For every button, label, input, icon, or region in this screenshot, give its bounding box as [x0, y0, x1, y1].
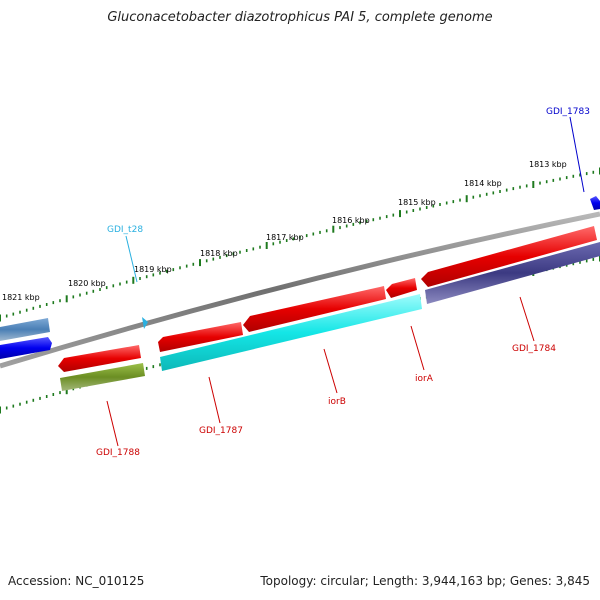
- genome-title: Gluconacetobacter diazotrophicus PAI 5, …: [107, 10, 493, 25]
- leader-gdi-1783: [569, 116, 585, 193]
- scale-label-1814: 1814 kbp: [464, 179, 502, 188]
- leader-iorb: [323, 348, 338, 394]
- scale-label-1819: 1819 kbp: [134, 265, 172, 274]
- label-gdi-1783[interactable]: GDI_1783: [546, 107, 590, 117]
- label-iora[interactable]: iorA: [415, 374, 434, 384]
- outer-strand-genes: [0, 196, 600, 359]
- feature-cyan-bar[interactable]: [160, 294, 422, 371]
- scale-label-1820: 1820 kbp: [68, 279, 106, 288]
- gene-blue-arrow[interactable]: [0, 337, 52, 359]
- gene-gdi-1788-arrow[interactable]: [58, 345, 141, 372]
- gene-gdi-1783-arrow[interactable]: [590, 196, 600, 210]
- label-leaders: [106, 116, 585, 447]
- feature-olive-bar[interactable]: [60, 363, 145, 391]
- label-iorb[interactable]: iorB: [328, 397, 346, 407]
- gene-labels: GDI_1783 GDI_t28 GDI_1784 iorA iorB GDI_…: [96, 107, 590, 458]
- leader-gdi-t28: [125, 235, 138, 283]
- inner-strand-red-genes: [58, 226, 597, 372]
- gene-iorb-arrow[interactable]: [243, 286, 386, 332]
- label-gdi-t28[interactable]: GDI_t28: [107, 225, 143, 235]
- accession-text: Accession: NC_010125: [8, 574, 145, 588]
- outer-tick-ring: [0, 167, 600, 322]
- leader-iora: [410, 325, 425, 371]
- gene-iora-arrow[interactable]: [386, 278, 417, 298]
- leader-gdi-1788: [106, 400, 119, 447]
- scale-label-1817: 1817 kbp: [266, 233, 304, 242]
- scale-label-1816: 1816 kbp: [332, 216, 370, 225]
- scale-label-1813: 1813 kbp: [529, 160, 567, 169]
- inner-strand-feature-bars: [60, 242, 600, 391]
- scale-label-1821: 1821 kbp: [2, 293, 40, 302]
- feature-navy-bar[interactable]: [425, 242, 600, 304]
- label-gdi-1787[interactable]: GDI_1787: [199, 426, 243, 436]
- genome-summary-text: Topology: circular; Length: 3,944,163 bp…: [260, 574, 590, 588]
- gene-gdi-1784-arrow[interactable]: [421, 226, 597, 287]
- gene-steelblue-arrow[interactable]: [0, 318, 50, 341]
- label-gdi-1788[interactable]: GDI_1788: [96, 448, 140, 458]
- scale-labels: 1813 kbp 1814 kbp 1815 kbp 1816 kbp 1817…: [2, 160, 567, 302]
- leader-gdi-1784: [519, 296, 535, 342]
- genome-backbone: [0, 211, 600, 369]
- scale-label-1815: 1815 kbp: [398, 198, 436, 207]
- scale-label-1818: 1818 kbp: [200, 249, 238, 258]
- gene-gdi-t28-arrow[interactable]: [142, 317, 148, 329]
- gene-gdi-1787-arrow[interactable]: [158, 322, 243, 352]
- leader-gdi-1787: [208, 376, 221, 424]
- label-gdi-1784[interactable]: GDI_1784: [512, 344, 556, 354]
